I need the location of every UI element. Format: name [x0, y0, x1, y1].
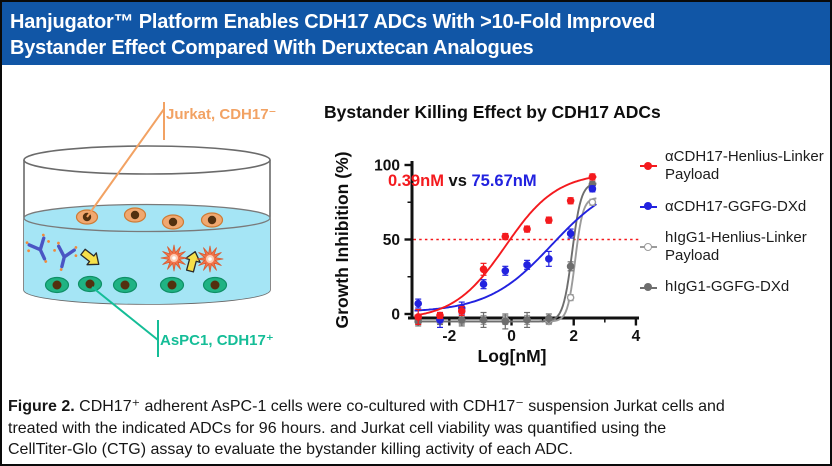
header-title-line1: Hanjugator™ Platform Enables CDH17 ADCs …: [10, 11, 656, 33]
legend-entry: hIgG1-Henlius-Linker Payload: [640, 228, 830, 266]
legend-label: hIgG1-Henlius-Linker Payload: [665, 228, 807, 265]
series-points: [414, 173, 597, 326]
figure-caption: Figure 2. CDH17⁺ adherent AsPC-1 cells w…: [8, 396, 828, 461]
x-axis-label: Log[nM]: [478, 346, 547, 366]
caption-line-1: Figure 2. CDH17⁺ adherent AsPC-1 cells w…: [8, 398, 725, 415]
caption-line-2: treated with the indicated ADCs for 96 h…: [8, 419, 667, 437]
coculture-diagram: [23, 102, 271, 357]
jurkat-label: Jurkat, CDH17⁻: [166, 106, 277, 123]
liquid-surface: [23, 203, 271, 233]
header-banner: Hanjugator™ Platform Enables CDH17 ADCs …: [2, 2, 830, 65]
dish-rim: [23, 145, 271, 175]
ec50-annotation: 0.39nM vs 75.67nM: [388, 172, 537, 190]
legend-label: hIgG1-GGFG-DXd: [665, 278, 790, 296]
caption-label: Figure 2.: [8, 398, 75, 415]
svg-text:0: 0: [507, 328, 516, 345]
header-title-line2: Bystander Effect Compared With Deruxteca…: [10, 37, 534, 60]
legend-entry: αCDH17-GGFG-DXd: [640, 197, 830, 216]
fit-curve: [414, 175, 597, 317]
fit-curve: [414, 197, 597, 323]
dying-cell-burst-icon: [196, 245, 224, 273]
aspc1-label: AsPC1, CDH17⁺: [160, 332, 274, 349]
svg-text:-2: -2: [442, 328, 456, 345]
legend-entry: αCDH17-Henlius-Linker Payload: [640, 148, 830, 185]
jurkat-pointer-line: [86, 102, 165, 218]
legend-marker-icon: [640, 159, 658, 173]
adc-antibody-icon: [25, 233, 78, 271]
legend-label: αCDH17-GGFG-DXd: [665, 197, 807, 215]
svg-text:50: 50: [383, 232, 400, 249]
chart-title: Bystander Killing Effect by CDH17 ADCs: [324, 102, 661, 122]
series-points: [414, 185, 597, 329]
y-axis-label: Growth Inhibition (%): [332, 152, 352, 329]
aspc1-cells: [44, 275, 228, 294]
chart-legend: αCDH17-Henlius-Linker Payload αCDH17-GGFG…: [640, 148, 830, 310]
legend-marker-icon: [640, 281, 658, 295]
dying-cell-burst-icon: [160, 244, 188, 272]
legend-marker-icon: [640, 200, 658, 214]
caption-line-3: CellTiter-Glo (CTG) assay to evaluate th…: [8, 441, 573, 458]
legend-marker-icon: [640, 240, 658, 254]
arrow-icon-down: [80, 248, 100, 266]
aspc1-pointer-line: [91, 286, 159, 357]
svg-text:4: 4: [632, 328, 641, 345]
dose-response-plot: 0 50 100 -2 0 2 4 Log[nM] Growth Inhibition (%) 0…: [332, 152, 641, 366]
svg-text:100: 100: [374, 158, 400, 175]
legend-entry: hIgG1-GGFG-DXd: [640, 278, 830, 296]
svg-text:0: 0: [391, 307, 400, 324]
svg-text:2: 2: [569, 328, 578, 345]
arrow-icon-up: [184, 251, 201, 273]
legend-label: αCDH17-Henlius-Linker Payload: [665, 148, 824, 184]
